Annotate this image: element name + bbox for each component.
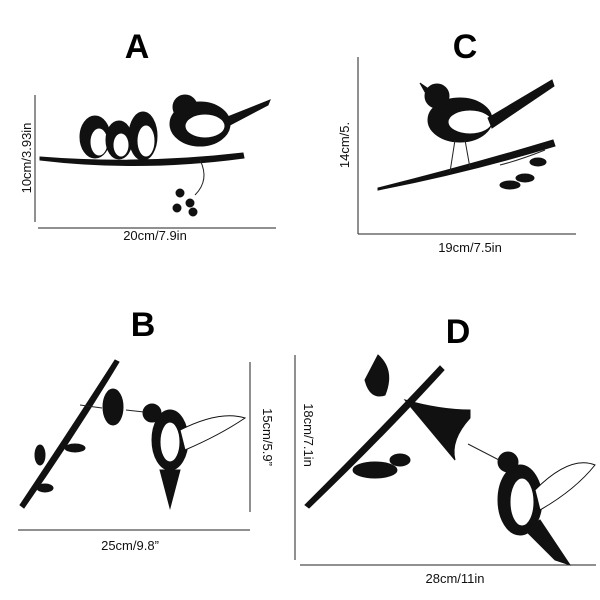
height-label: 14cm/5.: [337, 122, 352, 168]
illustration: [19, 359, 247, 510]
product-a: A 10cm/3.93in 20cm/7.9in: [19, 28, 276, 243]
width-label: 25cm/9.8”: [101, 538, 159, 553]
product-letter: D: [446, 313, 471, 351]
product-letter: C: [453, 28, 478, 66]
height-label: 10cm/3.93in: [19, 123, 34, 194]
height-label: 18cm/7.1in: [301, 403, 316, 467]
width-label: 28cm/11in: [425, 571, 484, 586]
illustration: [39, 94, 271, 217]
product-d: D 18cm/7.1in 28cm/11in: [294, 313, 596, 586]
width-label: 20cm/7.9in: [123, 228, 187, 243]
illustration: [304, 354, 596, 566]
illustration: [377, 79, 556, 191]
product-b: B 15cm/5.9” 25cm/9.8”: [18, 306, 275, 553]
product-letter: A: [125, 28, 150, 66]
width-label: 19cm/7.5in: [438, 240, 502, 255]
product-letter: B: [131, 306, 156, 344]
height-label: 15cm/5.9”: [260, 408, 275, 466]
product-c: C 14cm/5. 19cm/7.5in: [337, 28, 576, 255]
